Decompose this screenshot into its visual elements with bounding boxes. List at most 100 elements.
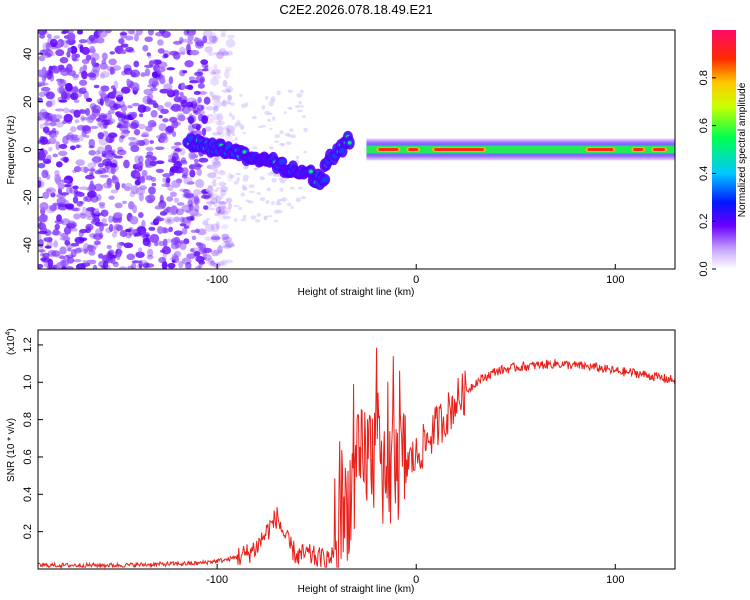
noise-blob [112,87,117,96]
noise-blob [159,77,166,85]
noise-blob [38,151,46,160]
weak-blob [250,215,257,220]
weak-blob [251,115,257,120]
noise-blob [179,147,186,156]
noise-blob [208,35,217,42]
noise-blob [145,263,155,268]
noise-blob [84,134,90,139]
weak-blob [209,187,214,193]
noise-blob [76,30,84,35]
noise-blob [91,214,96,218]
noise-blob [138,247,143,254]
noise-blob [181,82,186,91]
weak-blob [269,127,273,130]
weak-blob [287,106,293,110]
noise-blob [113,155,124,159]
y-tick-label: 1.0 [22,375,34,390]
noise-blob [108,58,117,66]
noise-blob [220,33,226,38]
noise-blob [56,214,62,222]
noise-blob [183,192,191,198]
noise-blob [123,159,130,169]
noise-blob [145,125,153,132]
noise-blob [181,174,188,179]
noise-blob [90,167,96,173]
noise-blob [49,38,58,48]
noise-blob [40,136,49,145]
noise-blob [202,30,213,38]
noise-blob [170,145,180,150]
snr-x-ticks: -100 0 100 [206,564,624,586]
figure-title: C2E2.2026.078.18.49.E21 [279,2,432,17]
noise-blob [87,72,97,78]
noise-blob [52,202,62,206]
noise-blob [38,245,44,254]
noise-blob [200,194,210,199]
weak-blob [222,183,227,186]
noise-blob [173,216,181,223]
noise-blob [47,249,57,257]
y-tick-label: 0.4 [22,487,34,502]
noise-blob [78,109,85,113]
noise-blob [126,78,131,86]
noise-blob [92,217,101,223]
noise-blob [225,66,232,72]
noise-blob [76,124,86,131]
noise-blob [109,51,115,55]
noise-blob [54,174,62,183]
noise-blob [112,261,119,268]
noise-blob [92,264,98,269]
noise-blob [169,257,179,261]
noise-blob [134,33,139,42]
noise-blob [223,126,229,130]
noise-blob [150,110,158,118]
noise-blob [218,47,227,54]
noise-blob [206,261,217,265]
noise-blob [57,182,66,190]
noise-blob [176,202,185,206]
noise-blob [221,51,229,56]
noise-blob [177,114,186,122]
noise-blob [216,125,224,135]
noise-blob [138,211,144,218]
snr-frame [37,329,676,570]
spectrogram-panel: -100 0 100 -40 -20 0 20 40 Height of straight … [6,29,676,298]
noise-blob [193,110,199,114]
noise-blob [184,60,194,68]
noise-blob [142,44,149,52]
noise-blob [217,245,223,254]
noise-blob [93,84,100,89]
noise-blob [111,231,118,238]
noise-blob [43,237,53,243]
noise-blob [48,146,53,152]
noise-blob [133,129,141,136]
noise-blob [145,175,153,181]
noise-blob [138,113,144,118]
noise-blob [99,222,105,232]
noise-blob [136,139,146,146]
y-tick-label: -20 [22,189,34,205]
weak-blob [216,187,220,190]
weak-blob [231,139,235,142]
weak-blob [240,218,247,222]
noise-blob [81,117,89,121]
colorbar-label: Normalized spectral amplitude [737,82,748,217]
noise-blob [162,118,169,123]
noise-blob [96,30,104,34]
noise-blob [70,138,80,143]
noise-blob [217,206,227,210]
noise-blob [118,38,125,45]
noise-blob [62,107,70,114]
noise-blob [38,214,48,223]
snr-panel: -100 0 100 0.2 0.4 0.6 0.8 1.0 1.2 Height of st… [5,328,676,595]
noise-blob [128,201,135,210]
noise-blob [187,199,193,208]
noise-blob [142,95,152,105]
noise-blob [69,45,78,55]
noise-blob [144,36,153,43]
noise-blob [114,47,121,53]
noise-blob [196,104,204,112]
y-tick-label: 0 [22,146,34,152]
noise-blob [73,165,82,173]
weak-blob [252,146,258,150]
